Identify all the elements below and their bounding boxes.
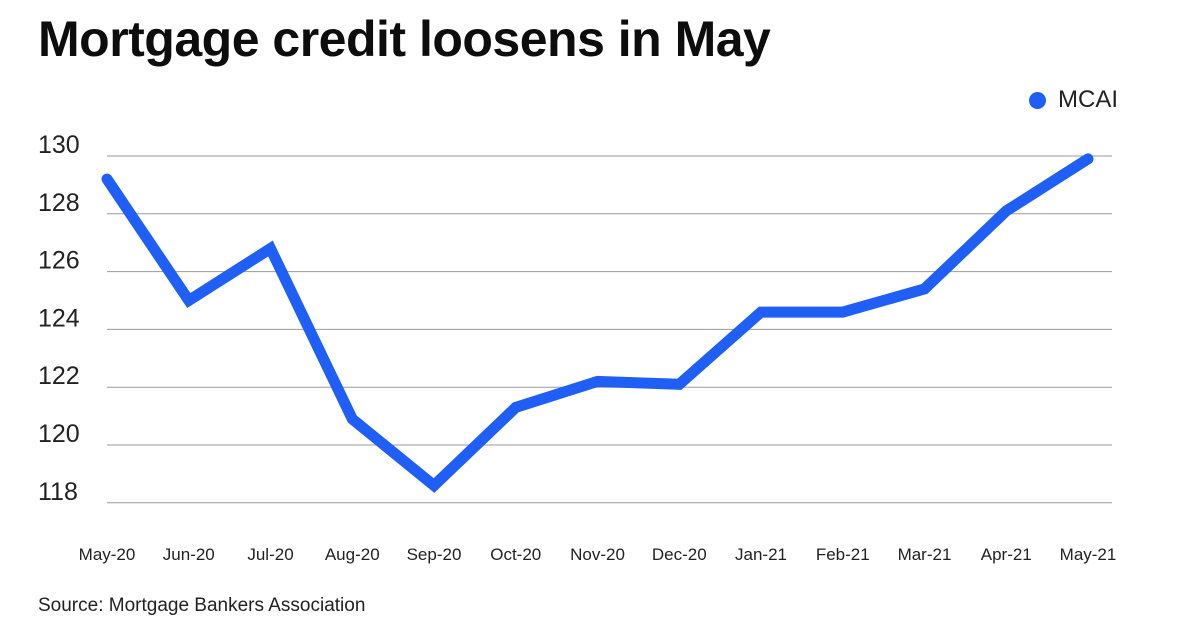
legend-label: MCAI (1058, 86, 1118, 113)
x-tick-label: Jun-20 (163, 545, 215, 564)
x-tick-label: Feb-21 (816, 545, 870, 564)
y-tick-label: 128 (38, 189, 80, 217)
y-tick-label: 122 (38, 362, 80, 390)
x-tick-label: Aug-20 (325, 545, 380, 564)
gridlines (107, 155, 1112, 504)
x-tick-label: Mar-21 (898, 545, 952, 564)
x-tick-label: Nov-20 (570, 545, 625, 564)
chart-title: Mortgage credit loosens in May (38, 11, 771, 67)
x-axis: May-20 Jun-20 Jul-20 Aug-20 Sep-20 Oct-20 Nov-… (79, 545, 1117, 564)
x-tick-label: Jul-20 (247, 545, 293, 564)
legend: MCAI (1029, 86, 1118, 114)
y-tick-label: 124 (38, 304, 80, 332)
y-tick-label: 120 (38, 420, 80, 448)
y-tick-label: 118 (38, 478, 78, 506)
y-axis: 118 120 122 124 126 128 130 (38, 131, 80, 506)
source-note: Source: Mortgage Bankers Association (38, 595, 366, 616)
x-tick-label: Jan-21 (735, 545, 787, 564)
y-tick-label: 130 (38, 131, 80, 159)
legend-marker (1029, 91, 1046, 109)
y-tick-label: 126 (38, 247, 80, 275)
x-tick-label: Dec-20 (652, 545, 707, 564)
series-mcai (101, 153, 1094, 493)
x-tick-label: Apr-21 (981, 545, 1032, 564)
x-tick-label: Oct-20 (490, 545, 541, 564)
x-tick-label: May-20 (79, 545, 136, 564)
x-tick-label: Sep-20 (407, 545, 462, 564)
x-tick-label: May-21 (1060, 545, 1117, 564)
series-line (101, 153, 1094, 493)
